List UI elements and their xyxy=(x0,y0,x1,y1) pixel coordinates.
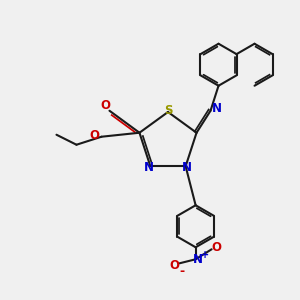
Text: O: O xyxy=(100,99,110,112)
Text: O: O xyxy=(89,129,100,142)
Text: -: - xyxy=(179,265,184,278)
Text: N: N xyxy=(212,102,221,115)
Text: S: S xyxy=(164,104,172,118)
Text: +: + xyxy=(201,250,209,260)
Text: N: N xyxy=(193,253,202,266)
Text: N: N xyxy=(182,161,192,174)
Text: N: N xyxy=(144,161,154,174)
Text: O: O xyxy=(212,241,222,254)
Text: O: O xyxy=(169,259,180,272)
